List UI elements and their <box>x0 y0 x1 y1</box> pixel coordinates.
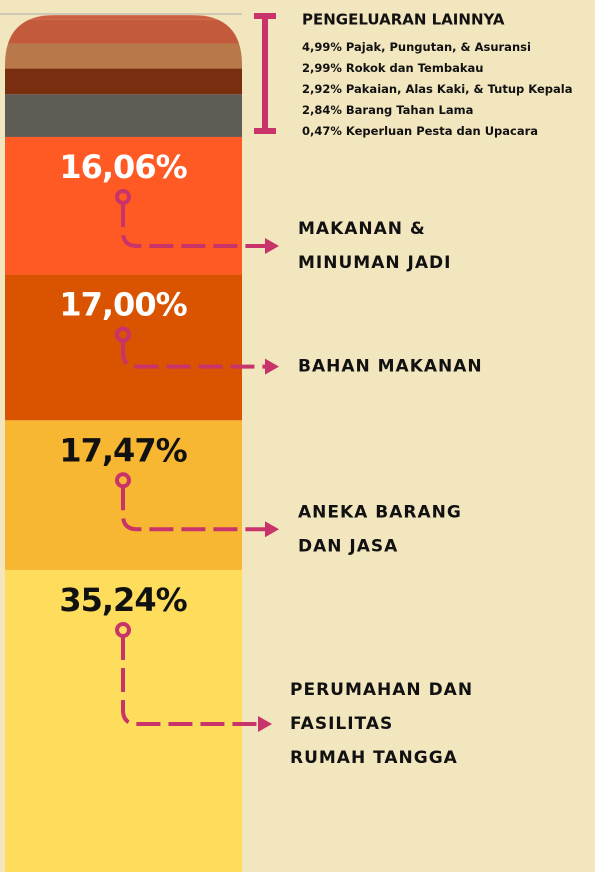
connector <box>121 202 265 248</box>
legend-name: Keperluan Pesta dan Upacara <box>346 124 538 138</box>
segment-name: RUMAH TANGGA <box>290 748 458 768</box>
segment-name: DAN JASA <box>298 536 398 556</box>
connector <box>121 340 265 369</box>
connector <box>121 486 265 532</box>
legend-value: 2,84% <box>302 103 342 117</box>
segment <box>5 43 242 69</box>
legend-value: 4,99% <box>302 40 342 54</box>
legend-item: 2,84% Barang Tahan Lama <box>302 103 473 117</box>
legend-name: Barang Tahan Lama <box>346 103 473 117</box>
legend-name: Pajak, Pungutan, & Asuransi <box>346 40 531 54</box>
segment-name: MINUMAN JADI <box>298 253 451 273</box>
segment-name: PERUMAHAN DAN <box>290 680 473 700</box>
segment <box>5 569 242 872</box>
legend-item: 4,99% Pajak, Pungutan, & Asuransi <box>302 40 531 54</box>
other-title: PENGELUARAN LAINNYA <box>302 11 505 29</box>
connector-arrow <box>265 358 279 375</box>
segment-value-label: 16,06% <box>59 148 187 186</box>
connector-arrow <box>265 237 279 254</box>
segment-value-label: 17,47% <box>59 431 187 469</box>
legend-item: 2,92% Pakaian, Alas Kaki, & Tutup Kepala <box>302 82 572 96</box>
segment <box>5 15 242 20</box>
segment-name: FASILITAS <box>290 714 393 734</box>
legend-name: Pakaian, Alas Kaki, & Tutup Kepala <box>346 82 573 96</box>
legend-item: 0,47% Keperluan Pesta dan Upacara <box>302 124 538 138</box>
legend-name: Rokok dan Tembakau <box>346 61 484 75</box>
connector-arrow <box>258 715 272 732</box>
legend-item: 2,99% Rokok dan Tembakau <box>302 61 483 75</box>
segment-name: MAKANAN & <box>298 219 426 239</box>
legend-value: 2,92% <box>302 82 342 96</box>
segment-value-label: 17,00% <box>59 286 187 324</box>
bracket <box>254 13 276 134</box>
segment <box>5 68 242 95</box>
segment <box>5 19 242 44</box>
segment-name: ANEKA BARANG <box>298 502 462 522</box>
segment-value-label: 35,24% <box>59 581 187 619</box>
segment <box>5 94 242 137</box>
segment-name: BAHAN MAKANAN <box>298 357 483 377</box>
connector <box>121 635 258 726</box>
connector-arrow <box>265 521 279 538</box>
legend-value: 2,99% <box>302 61 342 75</box>
legend-value: 0,47% <box>302 124 342 138</box>
